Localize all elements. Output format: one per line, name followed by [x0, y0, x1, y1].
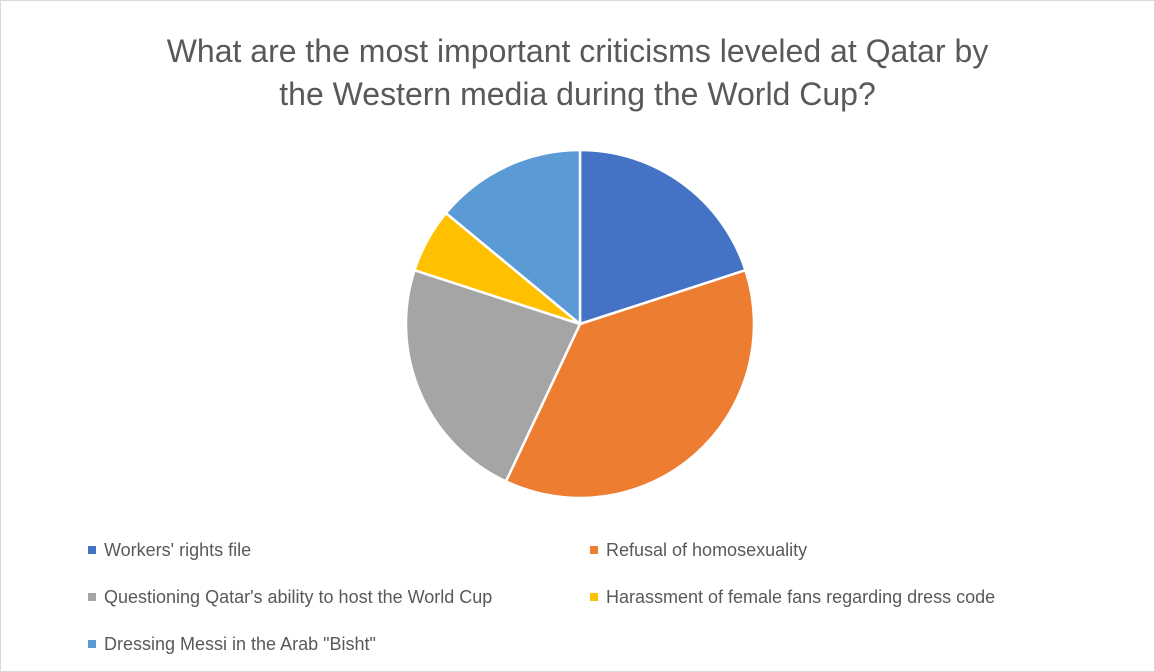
legend-item-messi-bisht: Dressing Messi in the Arab "Bisht"	[88, 632, 376, 656]
pie-slice-3	[404, 268, 582, 483]
pie-slice-5	[444, 148, 582, 326]
legend-swatch	[590, 546, 598, 554]
pie-slice-1	[578, 148, 747, 326]
pie-slice-2	[504, 268, 756, 500]
legend-label: Refusal of homosexuality	[606, 539, 808, 560]
legend-label: Questioning Qatar's ability to host the …	[104, 586, 493, 607]
chart-title: What are the most important criticisms l…	[0, 30, 1155, 116]
legend-label: Dressing Messi in the Arab "Bisht"	[104, 633, 376, 654]
legend-item-workers-rights: Workers' rights file	[88, 538, 251, 562]
legend-swatch	[88, 593, 96, 601]
legend-label: Harassment of female fans regarding dres…	[606, 586, 996, 607]
chart-title-line-2: the Western media during the World Cup?	[279, 76, 876, 112]
legend-item-questioning-ability: Questioning Qatar's ability to host the …	[88, 585, 492, 609]
legend-item-harassment-dress-code: Harassment of female fans regarding dres…	[590, 585, 995, 609]
chart-title-line-1: What are the most important criticisms l…	[166, 33, 989, 69]
legend-swatch	[88, 640, 96, 648]
legend-label: Workers' rights file	[104, 539, 252, 560]
legend-item-refusal-homosexuality: Refusal of homosexuality	[590, 538, 807, 562]
legend-swatch	[88, 546, 96, 554]
legend-swatch	[590, 593, 598, 601]
